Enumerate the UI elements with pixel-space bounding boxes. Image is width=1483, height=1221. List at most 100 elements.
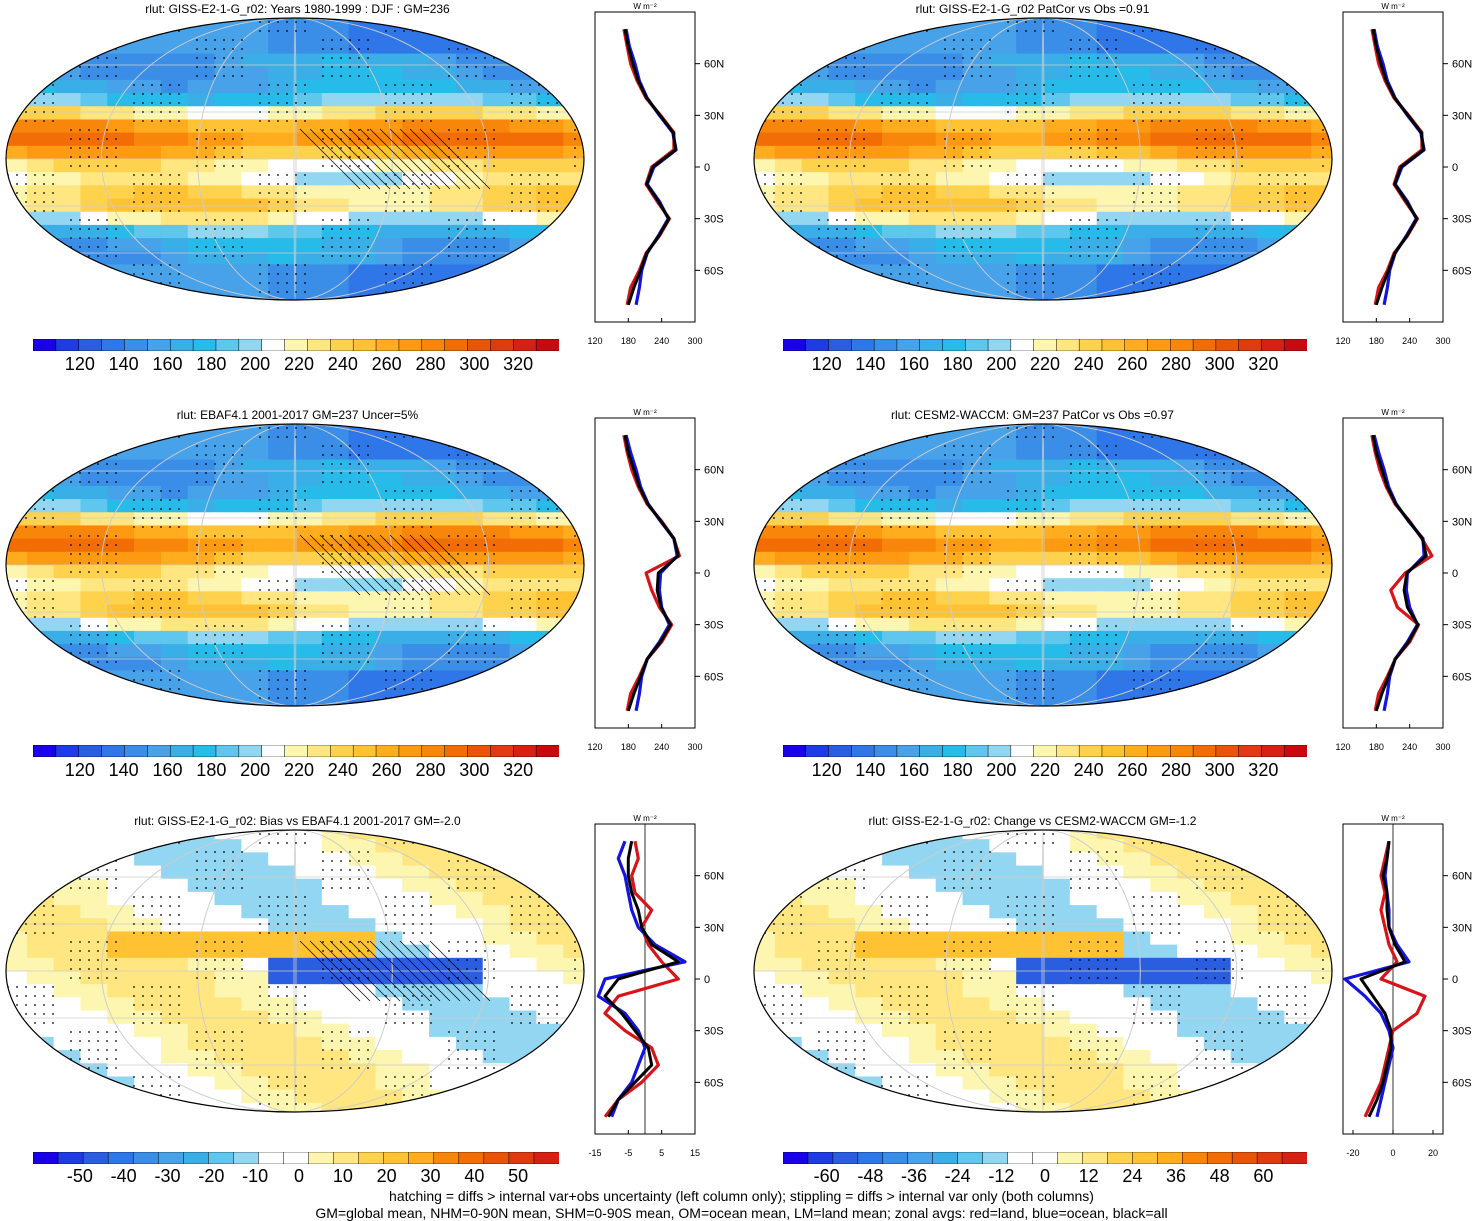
colorbar-swatch bbox=[942, 339, 967, 351]
zonal-x-label: 240 bbox=[1402, 742, 1417, 752]
zonal-x-label: 300 bbox=[687, 336, 702, 346]
colorbar-swatch bbox=[33, 745, 57, 757]
colorbar-swatch bbox=[1170, 339, 1194, 351]
zonal-x-label: 240 bbox=[654, 336, 669, 346]
zonal-mean-plot: W m⁻² 60N 30N 0 30S 60S 120 180 240 300 bbox=[587, 2, 724, 346]
colorbar-swatch bbox=[124, 339, 149, 351]
colorbar-swatch bbox=[192, 745, 217, 757]
zonal-units-label: W m⁻² bbox=[1381, 2, 1405, 11]
colorbar-tick-label: 140 bbox=[855, 760, 886, 780]
map-graticule bbox=[6, 18, 584, 300]
colorbar-swatch bbox=[1238, 339, 1263, 351]
colorbar-swatch bbox=[330, 339, 354, 351]
zonal-series-land bbox=[1370, 28, 1424, 306]
colorbar-tick-label: 260 bbox=[371, 354, 402, 374]
colorbar-swatch bbox=[1078, 339, 1103, 351]
colorbar-tick-label: -20 bbox=[198, 1166, 225, 1186]
world-map bbox=[5, 423, 585, 707]
zonal-lat-label: 60S bbox=[1452, 671, 1472, 683]
colorbar-swatch bbox=[1281, 1152, 1307, 1164]
colorbar-swatch bbox=[1107, 1152, 1134, 1164]
colorbar-swatch bbox=[352, 745, 377, 757]
colorbar-swatch bbox=[1215, 745, 1240, 757]
colorbar-tick-label: 120 bbox=[64, 760, 95, 780]
colorbar-swatch bbox=[215, 339, 240, 351]
zonal-series-ocean bbox=[1343, 841, 1411, 1118]
colorbar-tick-label: 200 bbox=[986, 760, 1017, 780]
colorbar-swatch bbox=[238, 745, 263, 757]
colorbar-swatch bbox=[132, 1152, 159, 1164]
map-hatching bbox=[299, 940, 491, 1002]
colorbar-tick-label: 60 bbox=[1253, 1166, 1274, 1186]
colorbar-swatch bbox=[857, 1152, 884, 1164]
colorbar-tick-label: 0 bbox=[293, 1166, 305, 1186]
colorbar-tick-label: -60 bbox=[813, 1166, 840, 1186]
colorbar-swatch bbox=[1283, 339, 1307, 351]
colorbar-tick-label: 280 bbox=[415, 354, 446, 374]
colorbar-swatch bbox=[238, 339, 263, 351]
colorbar-swatch bbox=[421, 745, 446, 757]
panel-title: rlut: GISS-E2-1-G_r02: Years 1980-1999 :… bbox=[145, 2, 450, 16]
colorbar-swatch bbox=[1261, 339, 1285, 351]
colorbar-tick-label: 260 bbox=[371, 760, 402, 780]
colorbar-swatch bbox=[183, 1152, 210, 1164]
colorbar-tick-label: 200 bbox=[240, 354, 271, 374]
zonal-series-land bbox=[622, 434, 682, 712]
colorbar-tick-label: 160 bbox=[898, 760, 930, 780]
colorbar-swatch bbox=[398, 745, 423, 757]
colorbar-tick-label: 160 bbox=[152, 760, 183, 780]
zonal-units-label: W m⁻² bbox=[1381, 814, 1405, 823]
colorbar-swatch bbox=[101, 745, 126, 757]
colorbar-swatch bbox=[458, 1152, 485, 1164]
map-boundary bbox=[753, 423, 1333, 707]
colorbar-tick-label: -24 bbox=[944, 1166, 971, 1186]
zonal-lat-label: 30S bbox=[1452, 620, 1472, 632]
zonal-lat-label: 0 bbox=[1452, 974, 1458, 986]
colorbar-tick-label: 50 bbox=[508, 1166, 529, 1186]
colorbar-tick-label: 20 bbox=[376, 1166, 397, 1186]
colorbar-swatch bbox=[258, 1152, 285, 1164]
zonal-mean-plot: W m⁻² 60N 30N 0 30S 60S -15 -5 5 15 bbox=[588, 814, 724, 1158]
colorbar-tick-label: 30 bbox=[420, 1166, 441, 1186]
colorbar-tick-label: -48 bbox=[857, 1166, 884, 1186]
colorbar-swatch bbox=[1238, 745, 1263, 757]
colorbar-tick-label: 48 bbox=[1209, 1166, 1230, 1186]
colorbar-swatch bbox=[107, 1152, 134, 1164]
colorbar-swatch bbox=[1206, 1152, 1233, 1164]
zonal-lat-label: 60N bbox=[1452, 871, 1472, 883]
zonal-x-label: 180 bbox=[1369, 742, 1384, 752]
colorbar-swatch bbox=[444, 339, 469, 351]
colorbar-swatch bbox=[942, 745, 967, 757]
zonal-lat-label: 30N bbox=[1452, 516, 1472, 528]
colorbar-labels: 120 140 160 180 200 220 240 260 280 300 320 bbox=[33, 354, 559, 376]
colorbar-swatch bbox=[421, 339, 446, 351]
colorbar-tick-label: 300 bbox=[459, 354, 490, 374]
map-boundary bbox=[753, 829, 1333, 1113]
zonal-lat-label: 30N bbox=[704, 110, 724, 122]
colorbar-swatch bbox=[783, 745, 807, 757]
zonal-mean-plot: W m⁻² 60N 30N 0 30S 60S 120 180 240 300 bbox=[1335, 2, 1472, 346]
zonal-units-label: W m⁻² bbox=[1381, 408, 1405, 417]
colorbar-swatch bbox=[358, 1152, 385, 1164]
colorbar-swatch bbox=[1261, 745, 1285, 757]
colorbar-swatch bbox=[508, 1152, 535, 1164]
colorbar-swatch bbox=[1082, 1152, 1109, 1164]
colorbar-swatch bbox=[1192, 745, 1217, 757]
colorbar-swatch bbox=[375, 745, 400, 757]
colorbar-swatch bbox=[873, 339, 898, 351]
zonal-x-label: -15 bbox=[588, 1148, 601, 1158]
colorbar-swatch bbox=[987, 339, 1012, 351]
map-boundary bbox=[5, 829, 585, 1113]
colorbar-swatch bbox=[1101, 745, 1126, 757]
zonal-frame bbox=[594, 11, 696, 323]
colorbar-swatch bbox=[1032, 1152, 1059, 1164]
zonal-series-all bbox=[603, 840, 680, 1118]
colorbar-swatch bbox=[1078, 745, 1103, 757]
zonal-x-label: 120 bbox=[587, 336, 602, 346]
colorbar-swatch bbox=[208, 1152, 235, 1164]
colorbar-swatch bbox=[1010, 745, 1035, 757]
colorbar bbox=[783, 745, 1307, 757]
colorbar-swatch bbox=[896, 745, 921, 757]
colorbar bbox=[783, 339, 1307, 351]
colorbar-swatch bbox=[467, 745, 492, 757]
